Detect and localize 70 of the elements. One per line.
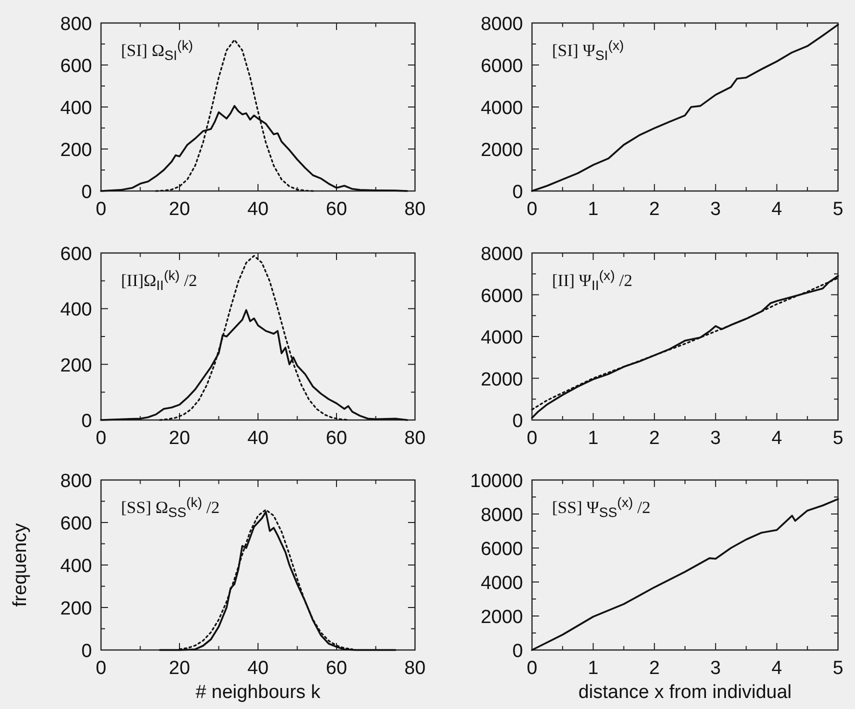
y-tick-label: 6000 bbox=[480, 539, 523, 560]
x-tick-label: 0 bbox=[96, 658, 106, 679]
x-axis-title: # neighbours k bbox=[196, 682, 321, 703]
x-tick-label: 5 bbox=[832, 428, 844, 449]
y-tick-label: 10000 bbox=[470, 471, 523, 492]
x-tick-label: 80 bbox=[404, 428, 426, 449]
y-tick-label: 600 bbox=[60, 244, 92, 265]
x-tick-label: 5 bbox=[832, 658, 844, 679]
y-tick-label: 8000 bbox=[480, 505, 523, 526]
x-tick-label: 4 bbox=[772, 428, 783, 449]
x-tick-label: 2 bbox=[649, 658, 660, 679]
x-tick-label: 60 bbox=[326, 199, 348, 220]
y-tick-label: 0 bbox=[81, 182, 92, 203]
x-tick-label: 40 bbox=[247, 428, 269, 449]
y-tick-label: 400 bbox=[60, 98, 92, 119]
x-tick-label: 80 bbox=[404, 199, 426, 220]
x-tick-label: 0 bbox=[526, 658, 538, 679]
x-tick-label: 20 bbox=[168, 658, 190, 679]
y-tick-label: 2000 bbox=[480, 369, 523, 390]
x-tick-label: 40 bbox=[247, 658, 269, 679]
x-tick-label: 3 bbox=[710, 658, 721, 679]
x-tick-label: 4 bbox=[772, 658, 783, 679]
text: [II]Ω$_{II}$$^{(k)}$ /2 bbox=[121, 268, 198, 294]
y-tick-label: 200 bbox=[60, 355, 92, 376]
y-tick-label: 0 bbox=[81, 411, 92, 432]
x-tick-label: 4 bbox=[772, 199, 783, 220]
y-tick-label: 6000 bbox=[480, 286, 523, 307]
x-tick-label: 2 bbox=[649, 199, 660, 220]
y-tick-label: 2000 bbox=[480, 607, 523, 628]
y-tick-label: 800 bbox=[60, 14, 92, 35]
y-tick-label: 2000 bbox=[480, 140, 523, 161]
y-tick-label: 200 bbox=[60, 140, 92, 161]
y-tick-label: 4000 bbox=[480, 573, 523, 594]
y-tick-label: 0 bbox=[512, 411, 523, 432]
x-tick-label: 1 bbox=[588, 658, 598, 679]
x-tick-label: 5 bbox=[832, 199, 844, 220]
x-tick-label: 3 bbox=[710, 428, 721, 449]
x-tick-label: 20 bbox=[168, 428, 190, 449]
y-tick-label: 400 bbox=[60, 300, 92, 321]
x-tick-label: 1 bbox=[588, 428, 598, 449]
text: [SS] Ω$_{SS}$$^{(k)}$ /2 bbox=[121, 495, 220, 520]
x-tick-label: 60 bbox=[326, 658, 348, 679]
x-tick-label: 2 bbox=[649, 428, 660, 449]
y-tick-label: 4000 bbox=[480, 98, 523, 119]
y-tick-label: 4000 bbox=[480, 328, 523, 348]
text: [SS] Ψ$_{SS}$$^{(x)}$ /2 bbox=[552, 495, 651, 520]
x-tick-label: 60 bbox=[326, 428, 348, 449]
y-tick-label: 6000 bbox=[480, 56, 523, 77]
x-tick-label: 1 bbox=[588, 199, 598, 220]
x-axis-title: distance x from individual bbox=[578, 682, 792, 703]
x-tick-label: 80 bbox=[404, 658, 426, 679]
x-tick-label: 3 bbox=[710, 199, 721, 220]
y-tick-label: 400 bbox=[60, 556, 92, 577]
y-tick-label: 8000 bbox=[480, 244, 523, 265]
y-tick-label: 600 bbox=[60, 56, 92, 77]
y-axis-title: frequency bbox=[10, 522, 31, 607]
y-tick-label: 800 bbox=[60, 471, 92, 492]
text: [II] Ψ$_{II}$$^{(x)}$ /2 bbox=[552, 268, 632, 294]
y-tick-label: 0 bbox=[512, 182, 523, 203]
x-tick-label: 40 bbox=[247, 199, 269, 220]
y-tick-label: 0 bbox=[512, 641, 523, 662]
y-tick-label: 600 bbox=[60, 514, 92, 534]
x-tick-label: 0 bbox=[96, 199, 106, 220]
x-tick-label: 0 bbox=[526, 428, 538, 449]
x-tick-label: 20 bbox=[168, 199, 190, 220]
x-tick-label: 0 bbox=[96, 428, 106, 449]
y-tick-label: 200 bbox=[60, 598, 92, 620]
x-tick-label: 0 bbox=[526, 199, 538, 220]
y-tick-label: 0 bbox=[81, 641, 92, 662]
y-tick-label: 8000 bbox=[480, 14, 523, 35]
